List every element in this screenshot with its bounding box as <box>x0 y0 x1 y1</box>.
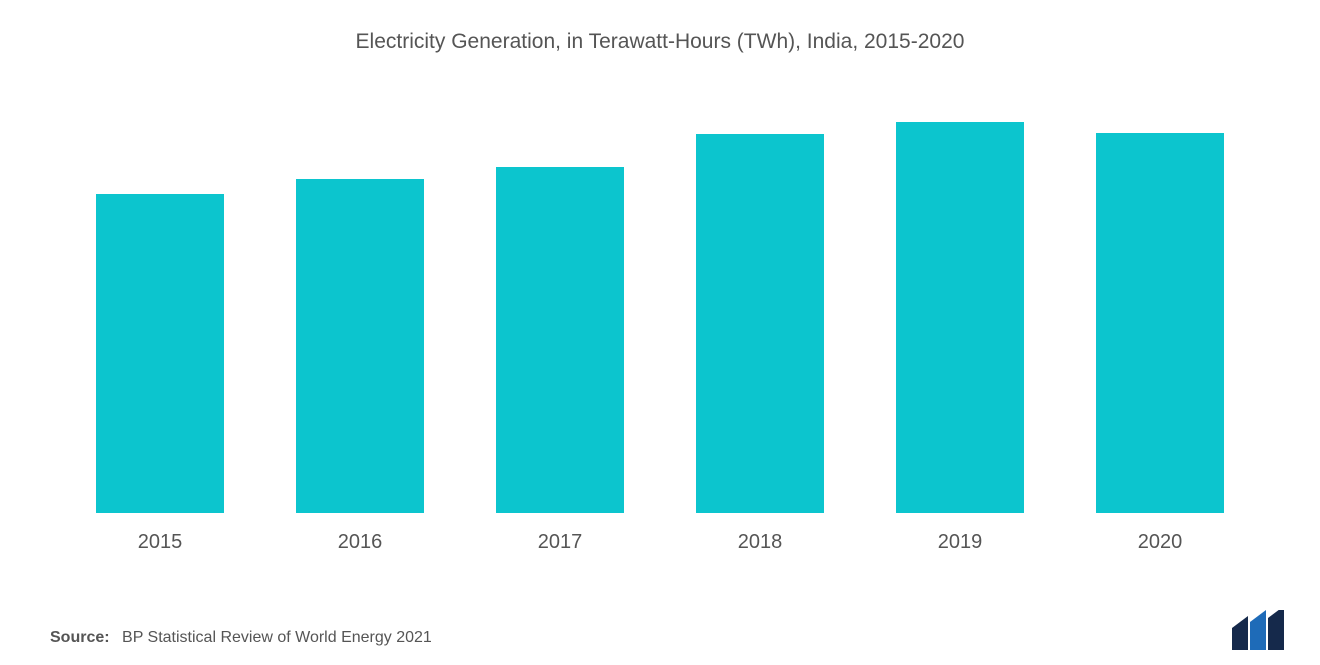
chart-container: Electricity Generation, in Terawatt-Hour… <box>0 0 1320 665</box>
bar-group: 2015 <box>90 194 230 554</box>
bar-category-label: 2015 <box>138 531 183 554</box>
chart-title: Electricity Generation, in Terawatt-Hour… <box>50 30 1270 54</box>
bar <box>496 167 624 513</box>
bar-group: 2016 <box>290 179 430 554</box>
source-label: Source: <box>50 629 110 646</box>
logo-bar-3 <box>1268 610 1284 650</box>
bar-group: 2019 <box>890 122 1030 554</box>
bar <box>1096 133 1224 513</box>
bar-category-label: 2020 <box>1138 531 1183 554</box>
logo-bar-1 <box>1232 616 1248 650</box>
brand-logo-icon <box>1230 610 1285 650</box>
bar-category-label: 2019 <box>938 531 983 554</box>
bar-category-label: 2018 <box>738 531 783 554</box>
bar-group: 2020 <box>1090 133 1230 554</box>
bar <box>96 194 224 513</box>
bar-group: 2017 <box>490 167 630 554</box>
bar <box>696 134 824 513</box>
chart-plot-area: 2015 2016 2017 2018 2019 2020 <box>50 64 1270 554</box>
bar-category-label: 2017 <box>538 531 583 554</box>
bar-group: 2018 <box>690 134 830 554</box>
bar <box>896 122 1024 513</box>
source-footer: Source: BP Statistical Review of World E… <box>50 629 432 647</box>
logo-bar-2 <box>1250 610 1266 650</box>
source-text: BP Statistical Review of World Energy 20… <box>122 629 432 646</box>
bar <box>296 179 424 513</box>
bar-category-label: 2016 <box>338 531 383 554</box>
